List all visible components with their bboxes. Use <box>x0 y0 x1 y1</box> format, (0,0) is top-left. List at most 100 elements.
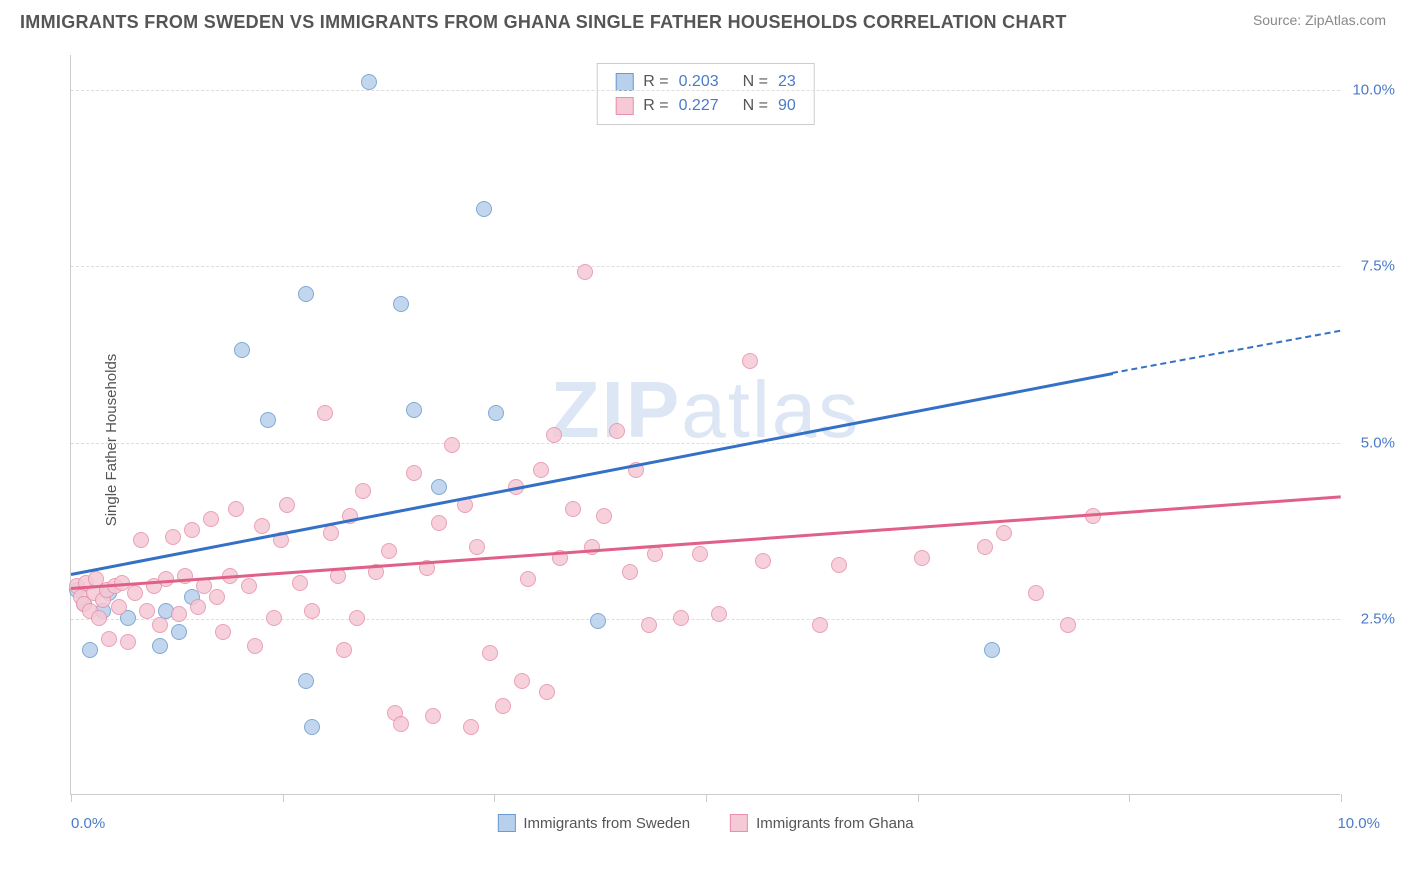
data-point <box>91 610 107 626</box>
data-point <box>609 423 625 439</box>
data-point <box>711 606 727 622</box>
chart-container: Single Father Households ZIPatlas R =0.2… <box>70 55 1380 825</box>
x-tick <box>71 794 72 802</box>
data-point <box>996 525 1012 541</box>
data-point <box>133 532 149 548</box>
source-label: Source: ZipAtlas.com <box>1253 12 1386 28</box>
x-min-label: 0.0% <box>71 815 105 832</box>
data-point <box>292 575 308 591</box>
legend-row: R = 0.227 N = 90 <box>615 94 796 118</box>
data-point <box>393 296 409 312</box>
data-point <box>742 353 758 369</box>
data-point <box>260 412 276 428</box>
data-point <box>539 684 555 700</box>
data-point <box>266 610 282 626</box>
data-point <box>355 483 371 499</box>
data-point <box>641 617 657 633</box>
data-point <box>495 698 511 714</box>
data-point <box>1028 585 1044 601</box>
data-point <box>234 342 250 358</box>
data-point <box>590 613 606 629</box>
data-point <box>577 264 593 280</box>
data-point <box>317 405 333 421</box>
data-point <box>425 708 441 724</box>
data-point <box>82 642 98 658</box>
legend-r-label: R = <box>643 94 668 118</box>
data-point <box>622 564 638 580</box>
data-point <box>254 518 270 534</box>
data-point <box>323 525 339 541</box>
trend-line-dashed <box>1112 330 1341 374</box>
y-tick-label: 7.5% <box>1361 258 1395 275</box>
legend-swatch <box>615 73 633 91</box>
data-point <box>304 603 320 619</box>
data-point <box>406 465 422 481</box>
data-point <box>584 539 600 555</box>
data-point <box>476 201 492 217</box>
x-tick <box>1129 794 1130 802</box>
data-point <box>298 673 314 689</box>
x-tick <box>918 794 919 802</box>
data-point <box>152 638 168 654</box>
data-point <box>336 642 352 658</box>
series-legend: Immigrants from Sweden Immigrants from Gh… <box>497 814 913 832</box>
data-point <box>984 642 1000 658</box>
data-point <box>279 497 295 513</box>
data-point <box>139 603 155 619</box>
x-tick <box>706 794 707 802</box>
data-point <box>596 508 612 524</box>
x-tick <box>1341 794 1342 802</box>
plot-area: ZIPatlas R =0.203N =23R =0.227N =90 0.0%… <box>70 55 1340 795</box>
data-point <box>101 631 117 647</box>
legend-swatch <box>497 814 515 832</box>
y-tick-label: 10.0% <box>1352 82 1395 99</box>
data-point <box>692 546 708 562</box>
legend-r-value: 0.227 <box>679 94 719 118</box>
series-name: Immigrants from Ghana <box>756 815 914 832</box>
data-point <box>431 479 447 495</box>
y-tick-label: 5.0% <box>1361 434 1395 451</box>
data-point <box>514 673 530 689</box>
data-point <box>444 437 460 453</box>
data-point <box>304 719 320 735</box>
data-point <box>361 74 377 90</box>
legend-n-value: 90 <box>778 94 796 118</box>
data-point <box>469 539 485 555</box>
data-point <box>298 286 314 302</box>
series-legend-item: Immigrants from Ghana <box>730 814 914 832</box>
data-point <box>381 543 397 559</box>
series-name: Immigrants from Sweden <box>523 815 690 832</box>
data-point <box>520 571 536 587</box>
series-legend-item: Immigrants from Sweden <box>497 814 690 832</box>
data-point <box>171 606 187 622</box>
legend-swatch <box>730 814 748 832</box>
data-point <box>463 719 479 735</box>
x-max-label: 10.0% <box>1337 815 1380 832</box>
legend-swatch <box>615 97 633 115</box>
data-point <box>203 511 219 527</box>
y-tick-label: 2.5% <box>1361 610 1395 627</box>
data-point <box>228 501 244 517</box>
data-point <box>673 610 689 626</box>
data-point <box>241 578 257 594</box>
data-point <box>171 624 187 640</box>
data-point <box>533 462 549 478</box>
data-point <box>431 515 447 531</box>
data-point <box>546 427 562 443</box>
data-point <box>247 638 263 654</box>
data-point <box>488 405 504 421</box>
data-point <box>1060 617 1076 633</box>
grid-line <box>71 90 1340 91</box>
x-tick <box>283 794 284 802</box>
data-point <box>215 624 231 640</box>
grid-line <box>71 619 1340 620</box>
data-point <box>914 550 930 566</box>
data-point <box>349 610 365 626</box>
data-point <box>482 645 498 661</box>
data-point <box>647 546 663 562</box>
stats-legend: R =0.203N =23R =0.227N =90 <box>596 63 815 125</box>
legend-n-label: N = <box>743 94 768 118</box>
data-point <box>190 599 206 615</box>
data-point <box>152 617 168 633</box>
grid-line <box>71 443 1340 444</box>
